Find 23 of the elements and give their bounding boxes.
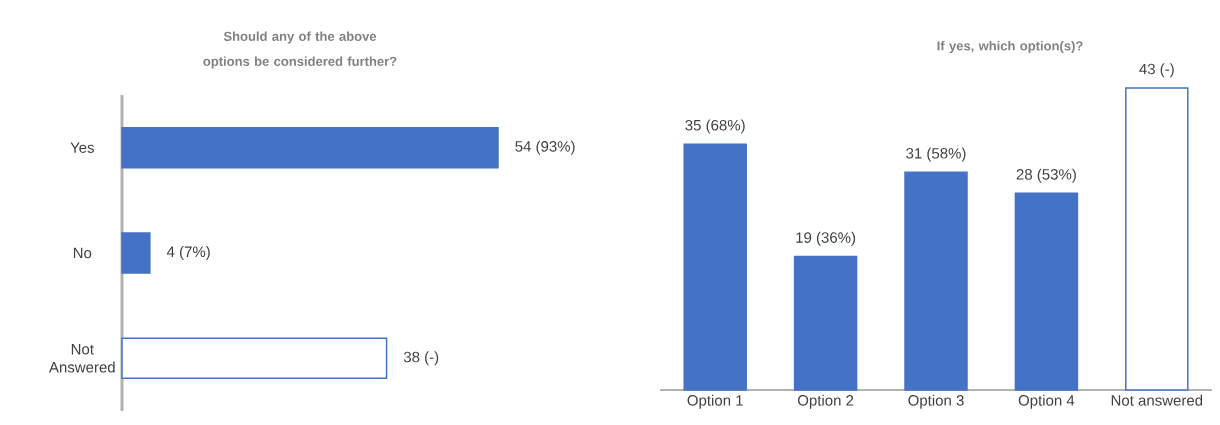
x-tick-label: Not answered <box>1111 394 1203 406</box>
chart-title: If yes, which option(s)? <box>937 40 1083 54</box>
data-label: 28 (53%) <box>1016 168 1076 183</box>
x-tick-label: Option 3 <box>908 394 964 409</box>
chart-title: Should any of the above options be considered further? <box>203 31 397 69</box>
bar <box>683 143 747 391</box>
bar <box>793 255 858 391</box>
data-label: 43 (-) <box>1139 63 1174 78</box>
bar <box>1125 87 1189 391</box>
data-label: 19 (36%) <box>796 231 856 246</box>
data-label: 35 (68%) <box>685 119 745 134</box>
data-label: 4 (7%) <box>166 246 210 260</box>
data-label: 31 (58%) <box>906 147 966 162</box>
x-tick-label: Option 2 <box>797 394 854 409</box>
bar <box>904 171 968 391</box>
y-tick-label: Yes <box>70 142 94 153</box>
y-tick-label: Not Answered <box>48 344 115 373</box>
y-tick-label: No <box>73 247 92 259</box>
data-label: 38 (-) <box>403 351 439 366</box>
data-label: 54 (93%) <box>515 140 575 155</box>
x-tick-label: Option 4 <box>1018 394 1075 409</box>
bar <box>1014 192 1079 391</box>
x-tick-label: Option 1 <box>687 394 743 409</box>
